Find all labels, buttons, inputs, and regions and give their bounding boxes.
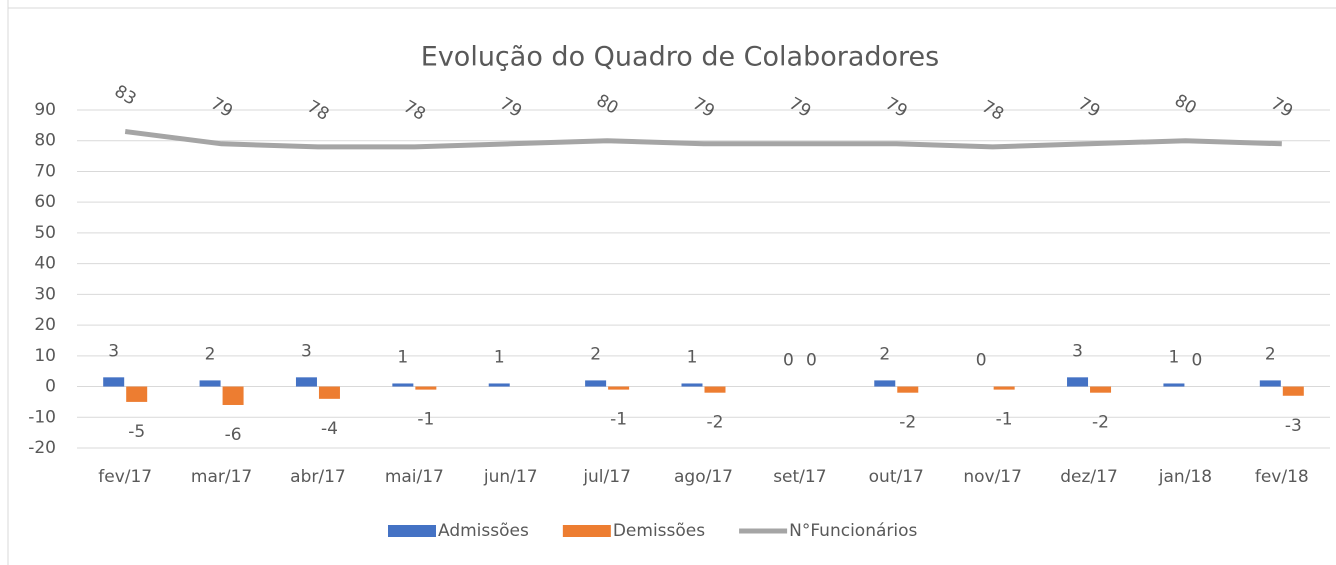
data-label: -6 [225,425,242,445]
data-label: 79 [1267,94,1296,122]
data-label: 78 [978,97,1007,125]
bar [392,383,414,387]
bar [608,386,630,390]
data-label: 79 [207,94,236,122]
y-tick-label: -20 [28,438,56,458]
data-label: 79 [1075,94,1104,122]
bar [295,377,317,387]
y-tick-label: -10 [28,407,56,427]
y-tick-label: 0 [45,377,56,397]
bar [874,380,896,387]
data-label: -4 [321,419,338,439]
data-label: 1 [1169,347,1180,367]
x-tick-label: jul/17 [582,467,631,487]
bar [1282,386,1304,396]
bar [103,377,125,387]
x-tick-label: set/17 [773,467,826,487]
legend-label: Demissões [613,521,705,541]
data-label: 2 [205,344,216,364]
x-tick-label: fev/18 [1255,467,1309,487]
y-tick-label: 30 [34,284,56,304]
y-tick-label: 50 [34,223,56,243]
data-label: 0 [806,351,817,371]
legend-label: N°Funcionários [789,521,917,541]
data-label: 80 [1171,91,1200,119]
y-tick-label: 60 [34,192,56,212]
y-tick-label: 20 [34,315,56,335]
data-label: 3 [1072,341,1083,361]
x-tick-label: dez/17 [1060,467,1118,487]
data-label: -1 [996,410,1013,430]
data-label: 80 [593,91,622,119]
data-label: 0 [976,351,987,371]
y-tick-label: 10 [34,346,56,366]
data-label: -5 [128,422,145,442]
bar [199,380,221,387]
legend-swatch [388,525,436,537]
data-label: -2 [1092,413,1109,433]
data-label: 83 [111,81,140,109]
bar [1090,386,1112,393]
line [124,129,1282,150]
y-tick-label: 70 [34,161,56,181]
x-tick-label: jan/18 [1158,467,1212,487]
data-label: 2 [879,344,890,364]
data-label: 1 [494,347,505,367]
data-label: 0 [783,351,794,371]
legend-swatch [562,525,611,537]
data-label: 2 [590,344,601,364]
data-label: 78 [400,97,429,125]
bar [993,386,1015,390]
legend-label: Admissões [438,521,529,541]
x-tick-label: ago/17 [674,467,733,487]
bar [318,386,340,399]
bar [704,386,726,393]
data-label: -1 [610,410,627,430]
data-label: 78 [304,97,333,125]
data-label: 79 [689,94,718,122]
x-tick-label: abr/17 [290,467,346,487]
x-tick-label: mai/17 [385,467,444,487]
data-label: 2 [1265,344,1276,364]
data-label: -1 [417,410,434,430]
bar [1259,380,1281,387]
bar [126,386,148,402]
bar [488,383,510,387]
data-label: 79 [882,94,911,122]
data-label: 79 [496,94,525,122]
data-label: -2 [707,413,724,433]
data-label: 3 [108,341,119,361]
chart-title: Evolução do Quadro de Colaboradores [421,42,939,73]
bar [222,386,244,405]
data-label: 3 [301,341,312,361]
bar [897,386,919,393]
x-tick-label: out/17 [869,467,924,487]
bar [1067,377,1089,387]
x-tick-label: jun/17 [483,467,538,487]
data-label: 79 [786,94,815,122]
bar [681,383,703,387]
data-label: 1 [397,347,408,367]
bar [415,386,437,390]
x-tick-label: mar/17 [191,467,252,487]
data-label: 1 [687,347,698,367]
y-tick-label: 80 [34,131,56,151]
data-label: 0 [1192,351,1203,371]
bar [585,380,607,387]
y-tick-label: 90 [34,100,56,120]
bar [1163,383,1185,387]
x-tick-label: nov/17 [963,467,1022,487]
data-label: -2 [899,413,916,433]
y-tick-label: 40 [34,254,56,274]
data-label: -3 [1285,416,1302,436]
x-tick-label: fev/17 [98,467,152,487]
